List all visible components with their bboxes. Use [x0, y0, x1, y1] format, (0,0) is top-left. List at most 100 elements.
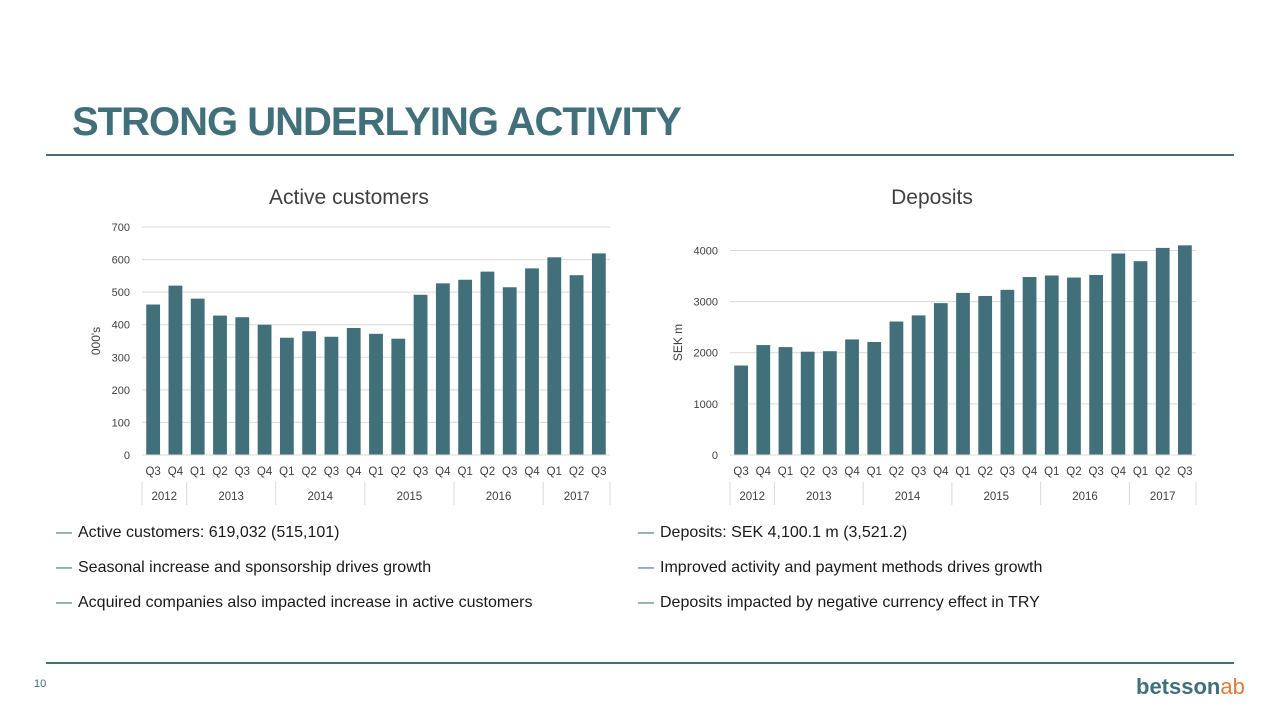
logo-suffix: ab — [1220, 674, 1245, 699]
x-tick-label: Q1 — [1133, 466, 1148, 478]
x-tick-label: Q3 — [733, 466, 748, 478]
chart-title: Active customers — [269, 186, 429, 209]
bar — [734, 365, 748, 455]
y-axis-title: SEK m — [671, 324, 685, 361]
bar — [956, 292, 970, 455]
bar — [190, 298, 205, 455]
bar — [1000, 289, 1015, 455]
x-tick-label: Q4 — [756, 466, 772, 478]
x-tick-label: Q1 — [1044, 466, 1059, 478]
bullet-text: Deposits impacted by negative currency e… — [660, 594, 1040, 611]
year-label: 2014 — [895, 491, 921, 503]
year-label: 2017 — [1150, 491, 1176, 503]
year-label: 2013 — [218, 491, 244, 503]
x-tick-label: Q3 — [502, 466, 517, 478]
bar — [346, 327, 361, 455]
x-tick-label: Q3 — [1000, 466, 1015, 478]
x-tick-label: Q1 — [778, 466, 793, 478]
bullet-item: — Deposits: SEK 4,100.1 m (3,521.2) — [638, 522, 1238, 544]
bullet-item: — Seasonal increase and sponsorship drive… — [56, 557, 656, 579]
x-tick-label: Q2 — [480, 466, 495, 478]
x-tick-label: Q1 — [279, 466, 294, 478]
x-tick-label: Q2 — [1155, 466, 1170, 478]
bar — [146, 304, 161, 455]
bar — [391, 338, 406, 455]
year-label: 2012 — [151, 491, 177, 503]
bar — [845, 339, 859, 455]
x-tick-label: Q4 — [933, 466, 949, 478]
bar — [547, 257, 562, 455]
x-tick-label: Q1 — [190, 466, 205, 478]
bar — [1044, 275, 1059, 455]
bullet-item: — Active customers: 619,032 (515,101) — [56, 522, 656, 544]
active-customers-bullets: — Active customers: 619,032 (515,101) — Se… — [56, 522, 656, 627]
title-divider — [46, 154, 1234, 156]
bar — [933, 303, 948, 455]
year-label: 2012 — [739, 491, 765, 503]
x-tick-label: Q3 — [822, 466, 837, 478]
x-tick-label: Q2 — [889, 466, 904, 478]
x-tick-label: Q4 — [168, 466, 184, 478]
footer-divider — [46, 662, 1234, 664]
bar — [480, 271, 495, 455]
bar — [867, 341, 882, 455]
bar — [756, 345, 771, 455]
x-tick-label: Q3 — [413, 466, 428, 478]
bar — [168, 285, 183, 455]
x-tick-label: Q2 — [978, 466, 993, 478]
x-tick-label: Q4 — [346, 466, 362, 478]
bar — [235, 317, 250, 455]
logo-brand: betsson — [1136, 674, 1221, 699]
dash-icon: — — [638, 559, 654, 576]
bar — [591, 253, 606, 455]
betsson-logo: betssonab — [1136, 674, 1245, 700]
x-tick-label: Q4 — [844, 466, 860, 478]
x-tick-label: Q4 — [1022, 466, 1038, 478]
bar — [1111, 253, 1126, 455]
bullet-text: Active customers: 619,032 (515,101) — [78, 524, 340, 541]
dash-icon: — — [56, 594, 72, 611]
bullet-item: — Deposits impacted by negative currency … — [638, 592, 1238, 614]
x-tick-label: Q3 — [145, 466, 160, 478]
y-tick-label: 1000 — [694, 399, 718, 411]
bar — [502, 287, 517, 455]
bar — [889, 321, 904, 455]
y-tick-label: 3000 — [694, 297, 718, 309]
page-number: 10 — [34, 678, 47, 690]
x-tick-label: Q4 — [257, 466, 273, 478]
x-tick-label: Q1 — [547, 466, 562, 478]
year-label: 2016 — [1072, 491, 1098, 503]
x-tick-label: Q1 — [867, 466, 882, 478]
bar — [257, 324, 272, 455]
x-tick-label: Q3 — [591, 466, 606, 478]
year-label: 2015 — [397, 491, 423, 503]
bar — [1178, 245, 1192, 455]
x-tick-label: Q2 — [212, 466, 227, 478]
bullet-item: — Acquired companies also impacted increa… — [56, 592, 656, 614]
bullet-text: Improved activity and payment methods dr… — [660, 559, 1043, 576]
y-axis-title: 000's — [89, 327, 103, 355]
bar — [822, 351, 837, 455]
bullet-text: Deposits: SEK 4,100.1 m (3,521.2) — [660, 524, 908, 541]
year-label: 2013 — [806, 491, 832, 503]
bar — [1067, 277, 1081, 455]
bar — [458, 279, 473, 455]
bar — [324, 336, 339, 455]
x-tick-label: Q3 — [1177, 466, 1192, 478]
year-label: 2015 — [983, 491, 1009, 503]
x-tick-label: Q3 — [1088, 466, 1103, 478]
bar — [302, 331, 317, 455]
y-tick-label: 0 — [712, 450, 718, 462]
dash-icon: — — [56, 524, 72, 541]
dash-icon: — — [638, 524, 654, 541]
x-tick-label: Q3 — [911, 466, 926, 478]
y-tick-label: 300 — [112, 352, 130, 364]
x-tick-label: Q1 — [457, 466, 472, 478]
bar — [435, 283, 450, 455]
x-tick-label: Q4 — [1111, 466, 1127, 478]
chart-title: Deposits — [891, 186, 973, 209]
y-tick-label: 4000 — [694, 245, 718, 257]
bar — [525, 268, 539, 455]
